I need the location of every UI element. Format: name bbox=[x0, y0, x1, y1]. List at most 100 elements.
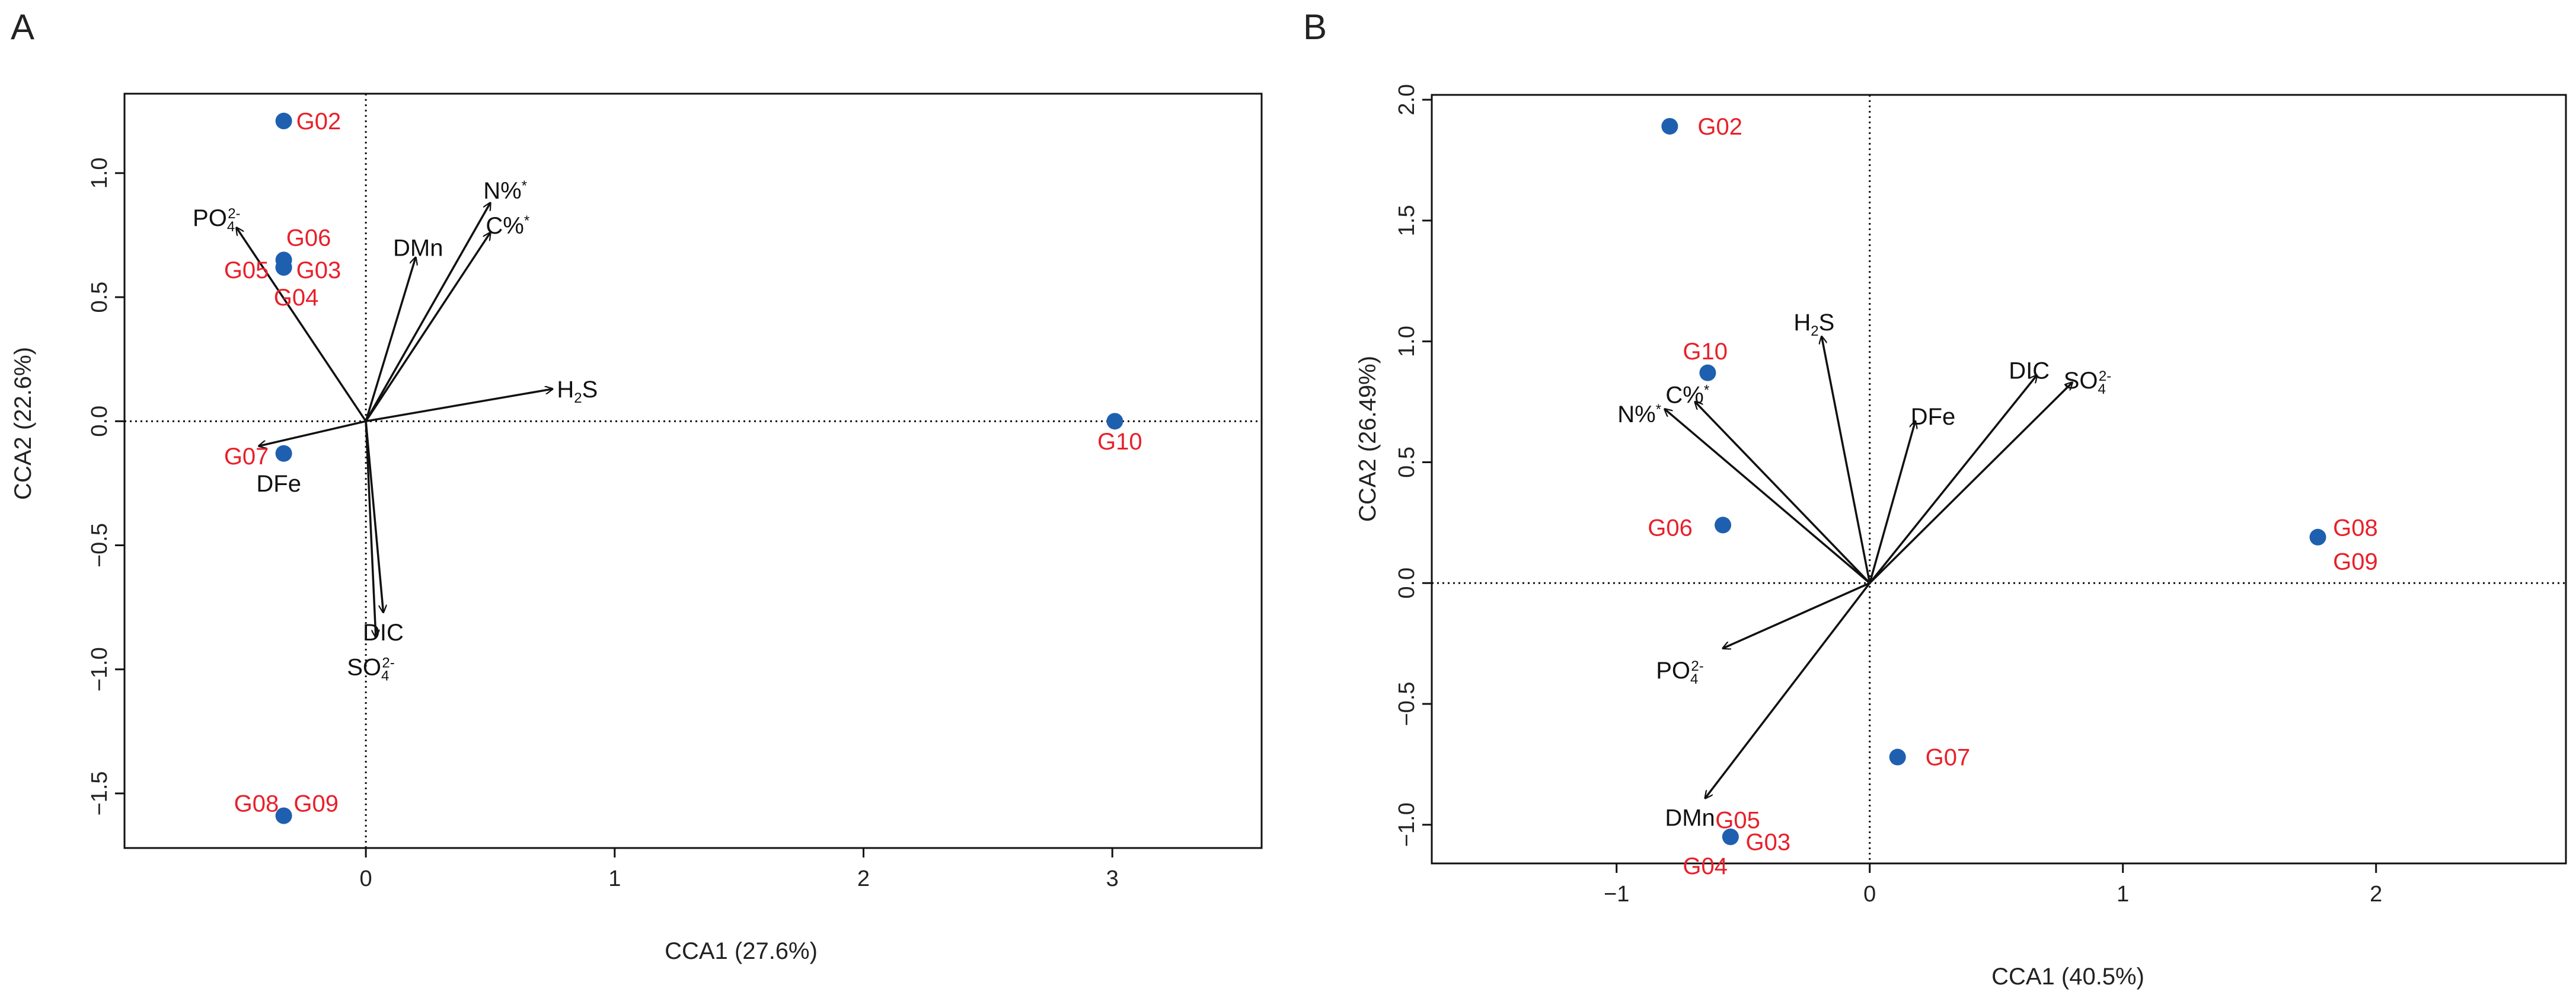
panel-a-site-label-g05: G05 bbox=[224, 257, 269, 283]
panel-a-vector-label-dfe: DFe bbox=[256, 471, 301, 497]
panel-a-y-tick-label: 1.0 bbox=[87, 157, 112, 189]
panel-a-vector-h2s bbox=[365, 389, 553, 423]
panel-a-point-g10 bbox=[1106, 413, 1123, 430]
panel-a-vector-label-h2s: H2S bbox=[557, 377, 598, 406]
panel-b-vector-n bbox=[1665, 409, 1870, 584]
panel-a-vector-label-dmn: DMn bbox=[393, 235, 443, 261]
panel-b-vectors: H2S N%*C%* DFe DIC SO42- PO42- DMn bbox=[1617, 310, 2111, 831]
panel-a-x-tick-label: 0 bbox=[360, 866, 372, 891]
panel-b-ticks: −1 0 1 2 −1.0 −0.5 0.0 0.5 1.0 1.5 2.0 bbox=[1394, 84, 2382, 907]
panel-a-xlabel: CCA1 (27.6%) bbox=[665, 938, 818, 964]
panel-b-site-label-g07: G07 bbox=[1926, 745, 1971, 771]
panel-b-y-tick-label: 2.0 bbox=[1394, 84, 1419, 116]
panel-b-y-tick-label: −0.5 bbox=[1394, 682, 1419, 726]
panel-a-site-label-g02: G02 bbox=[296, 109, 341, 135]
panel-b-y-tick-label: 0.5 bbox=[1394, 447, 1419, 478]
panel-a-y-tick-label: 0.5 bbox=[87, 282, 112, 313]
panel-a-site-label-g08: G08 bbox=[234, 791, 279, 817]
panel-b-plot: −1 0 1 2 −1.0 −0.5 0.0 0.5 1.0 1.5 2.0 H2S N%*C%* DF… bbox=[1355, 84, 2567, 990]
panel-a-vector-label-dic: DIC bbox=[363, 620, 404, 646]
panel-b-x-tick-label: 0 bbox=[1863, 882, 1876, 907]
panel-b-xlabel: CCA1 (40.5%) bbox=[1991, 964, 2144, 990]
panel-b-vector-label-dfe: DFe bbox=[1911, 404, 1956, 430]
panel-b-y-tick-label: 0.0 bbox=[1394, 568, 1419, 599]
panel-a-plot: 0 1 2 3 −1.5 −1.0 −0.5 0.0 0.5 1.0 PO42- DMn N%* C%*… bbox=[10, 93, 1263, 964]
panel-a-y-tick-label: −1.5 bbox=[87, 771, 112, 815]
panel-a-point-g08 bbox=[275, 807, 292, 824]
panel-b-vector-label-dmn: DMn bbox=[1665, 805, 1715, 831]
panel-b-vector-h2s bbox=[1822, 337, 1871, 584]
panel-a-frame bbox=[123, 93, 1263, 849]
panel-b-frame bbox=[1431, 94, 2567, 865]
panel-b-x-tick-label: 2 bbox=[2370, 882, 2382, 907]
panel-a-vector-po4-2 bbox=[237, 228, 367, 422]
panel-a-ticks: 0 1 2 3 −1.5 −1.0 −0.5 0.0 0.5 1.0 bbox=[87, 157, 1119, 891]
panel-b-vector-dic bbox=[1869, 375, 2037, 584]
panel-a-vector-label-po4-2: PO42- bbox=[193, 205, 241, 235]
panel-a-vector-dfe bbox=[259, 420, 366, 446]
panel-a-x-tick-label: 3 bbox=[1106, 866, 1119, 891]
panel-a-point-g05 bbox=[275, 259, 292, 276]
panel-b-vector-label-so4-2: SO42- bbox=[2064, 368, 2112, 397]
panel-b-ylabel: CCA2 (26.49%) bbox=[1355, 356, 1381, 522]
panel-b-vector-label-h2s: H2S bbox=[1793, 310, 1834, 339]
panel-a-point-g07 bbox=[275, 445, 292, 462]
panel-b-site-label-g03: G03 bbox=[1745, 829, 1790, 855]
panel-b-letter: B bbox=[1303, 7, 1327, 47]
panel-b-vector-so4-2 bbox=[1869, 382, 2073, 584]
panel-b-point-g10 bbox=[1699, 364, 1716, 381]
panel-a-x-tick-label: 1 bbox=[608, 866, 621, 891]
panel-a-letter: A bbox=[11, 7, 34, 47]
panel-b-y-tick-label: 1.5 bbox=[1394, 205, 1419, 237]
panel-a-site-label-g10: G10 bbox=[1097, 429, 1142, 455]
panel-b-y-tick-label: −1.0 bbox=[1394, 802, 1419, 847]
panel-a-vector-label-c: C%* bbox=[486, 213, 529, 239]
panel-b-vector-dmn bbox=[1705, 582, 1871, 798]
panel-a-vector-dmn bbox=[365, 257, 416, 422]
panel-b-y-tick-label: 1.0 bbox=[1394, 326, 1419, 357]
panel-a-site-label-g07: G07 bbox=[224, 444, 269, 470]
panel-b-vector-label-po4-2: PO42- bbox=[1656, 658, 1704, 687]
panel-a-vector-so4-2 bbox=[365, 421, 376, 637]
panel-a-site-label-g03: G03 bbox=[296, 257, 341, 283]
panel-b-vector-dfe bbox=[1869, 421, 1916, 584]
panel-b-site-label-g09: G09 bbox=[2333, 549, 2378, 575]
panel-a-y-tick-label: −0.5 bbox=[87, 523, 112, 568]
panel-b-point-g08 bbox=[2309, 528, 2326, 546]
panel-a-y-tick-label: 0.0 bbox=[87, 406, 112, 437]
panel-a-vector-label-n: N%* bbox=[483, 178, 527, 204]
panel-b-reference-lines bbox=[1432, 95, 2566, 863]
panel-b-point-g07 bbox=[1889, 748, 1906, 766]
panel-b-x-tick-label: −1 bbox=[1604, 882, 1629, 907]
panel-b-point-g02 bbox=[1661, 117, 1678, 135]
panel-b-vector-label-n: N%* bbox=[1617, 401, 1661, 428]
panel-b-vector-label-c: C%* bbox=[1665, 382, 1709, 408]
panel-b-site-label-g06: G06 bbox=[1648, 515, 1693, 541]
panel-b-vector-c bbox=[1695, 402, 1870, 584]
panel-b-point-g06 bbox=[1715, 517, 1732, 534]
panel-b-x-tick-label: 1 bbox=[2117, 882, 2129, 907]
panel-b-site-label-g10: G10 bbox=[1683, 339, 1728, 365]
panel-a-x-tick-label: 2 bbox=[857, 866, 870, 891]
panel-a-site-label-g09: G09 bbox=[293, 791, 339, 817]
panel-a-vector-n bbox=[365, 203, 490, 422]
panel-a-site-label-g04: G04 bbox=[274, 285, 319, 311]
panel-a-site-label-g06: G06 bbox=[286, 225, 331, 251]
panel-a-ylabel: CCA2 (22.6%) bbox=[10, 347, 36, 500]
panel-a-vector-c bbox=[365, 232, 490, 422]
panel-b-point-g03 bbox=[1722, 828, 1739, 846]
panel-a-vector-label-so4-2: SO42- bbox=[347, 655, 395, 684]
panel-b-vector-po4-2 bbox=[1723, 582, 1870, 648]
panel-a-vector-dic bbox=[365, 421, 383, 612]
panel-b-site-label-g02: G02 bbox=[1697, 114, 1742, 140]
panel-b-site-label-g04: G04 bbox=[1683, 853, 1728, 879]
panel-a-vectors: PO42- DMn N%* C%* H2S DFe DIC SO42- bbox=[193, 178, 598, 684]
panel-a-y-tick-label: −1.0 bbox=[87, 647, 112, 691]
panel-b-site-label-g05: G05 bbox=[1715, 808, 1760, 834]
panel-b-vector-label-dic: DIC bbox=[2009, 358, 2050, 384]
panel-b-site-label-g08: G08 bbox=[2333, 515, 2378, 541]
panel-a-point-g02 bbox=[275, 113, 292, 130]
